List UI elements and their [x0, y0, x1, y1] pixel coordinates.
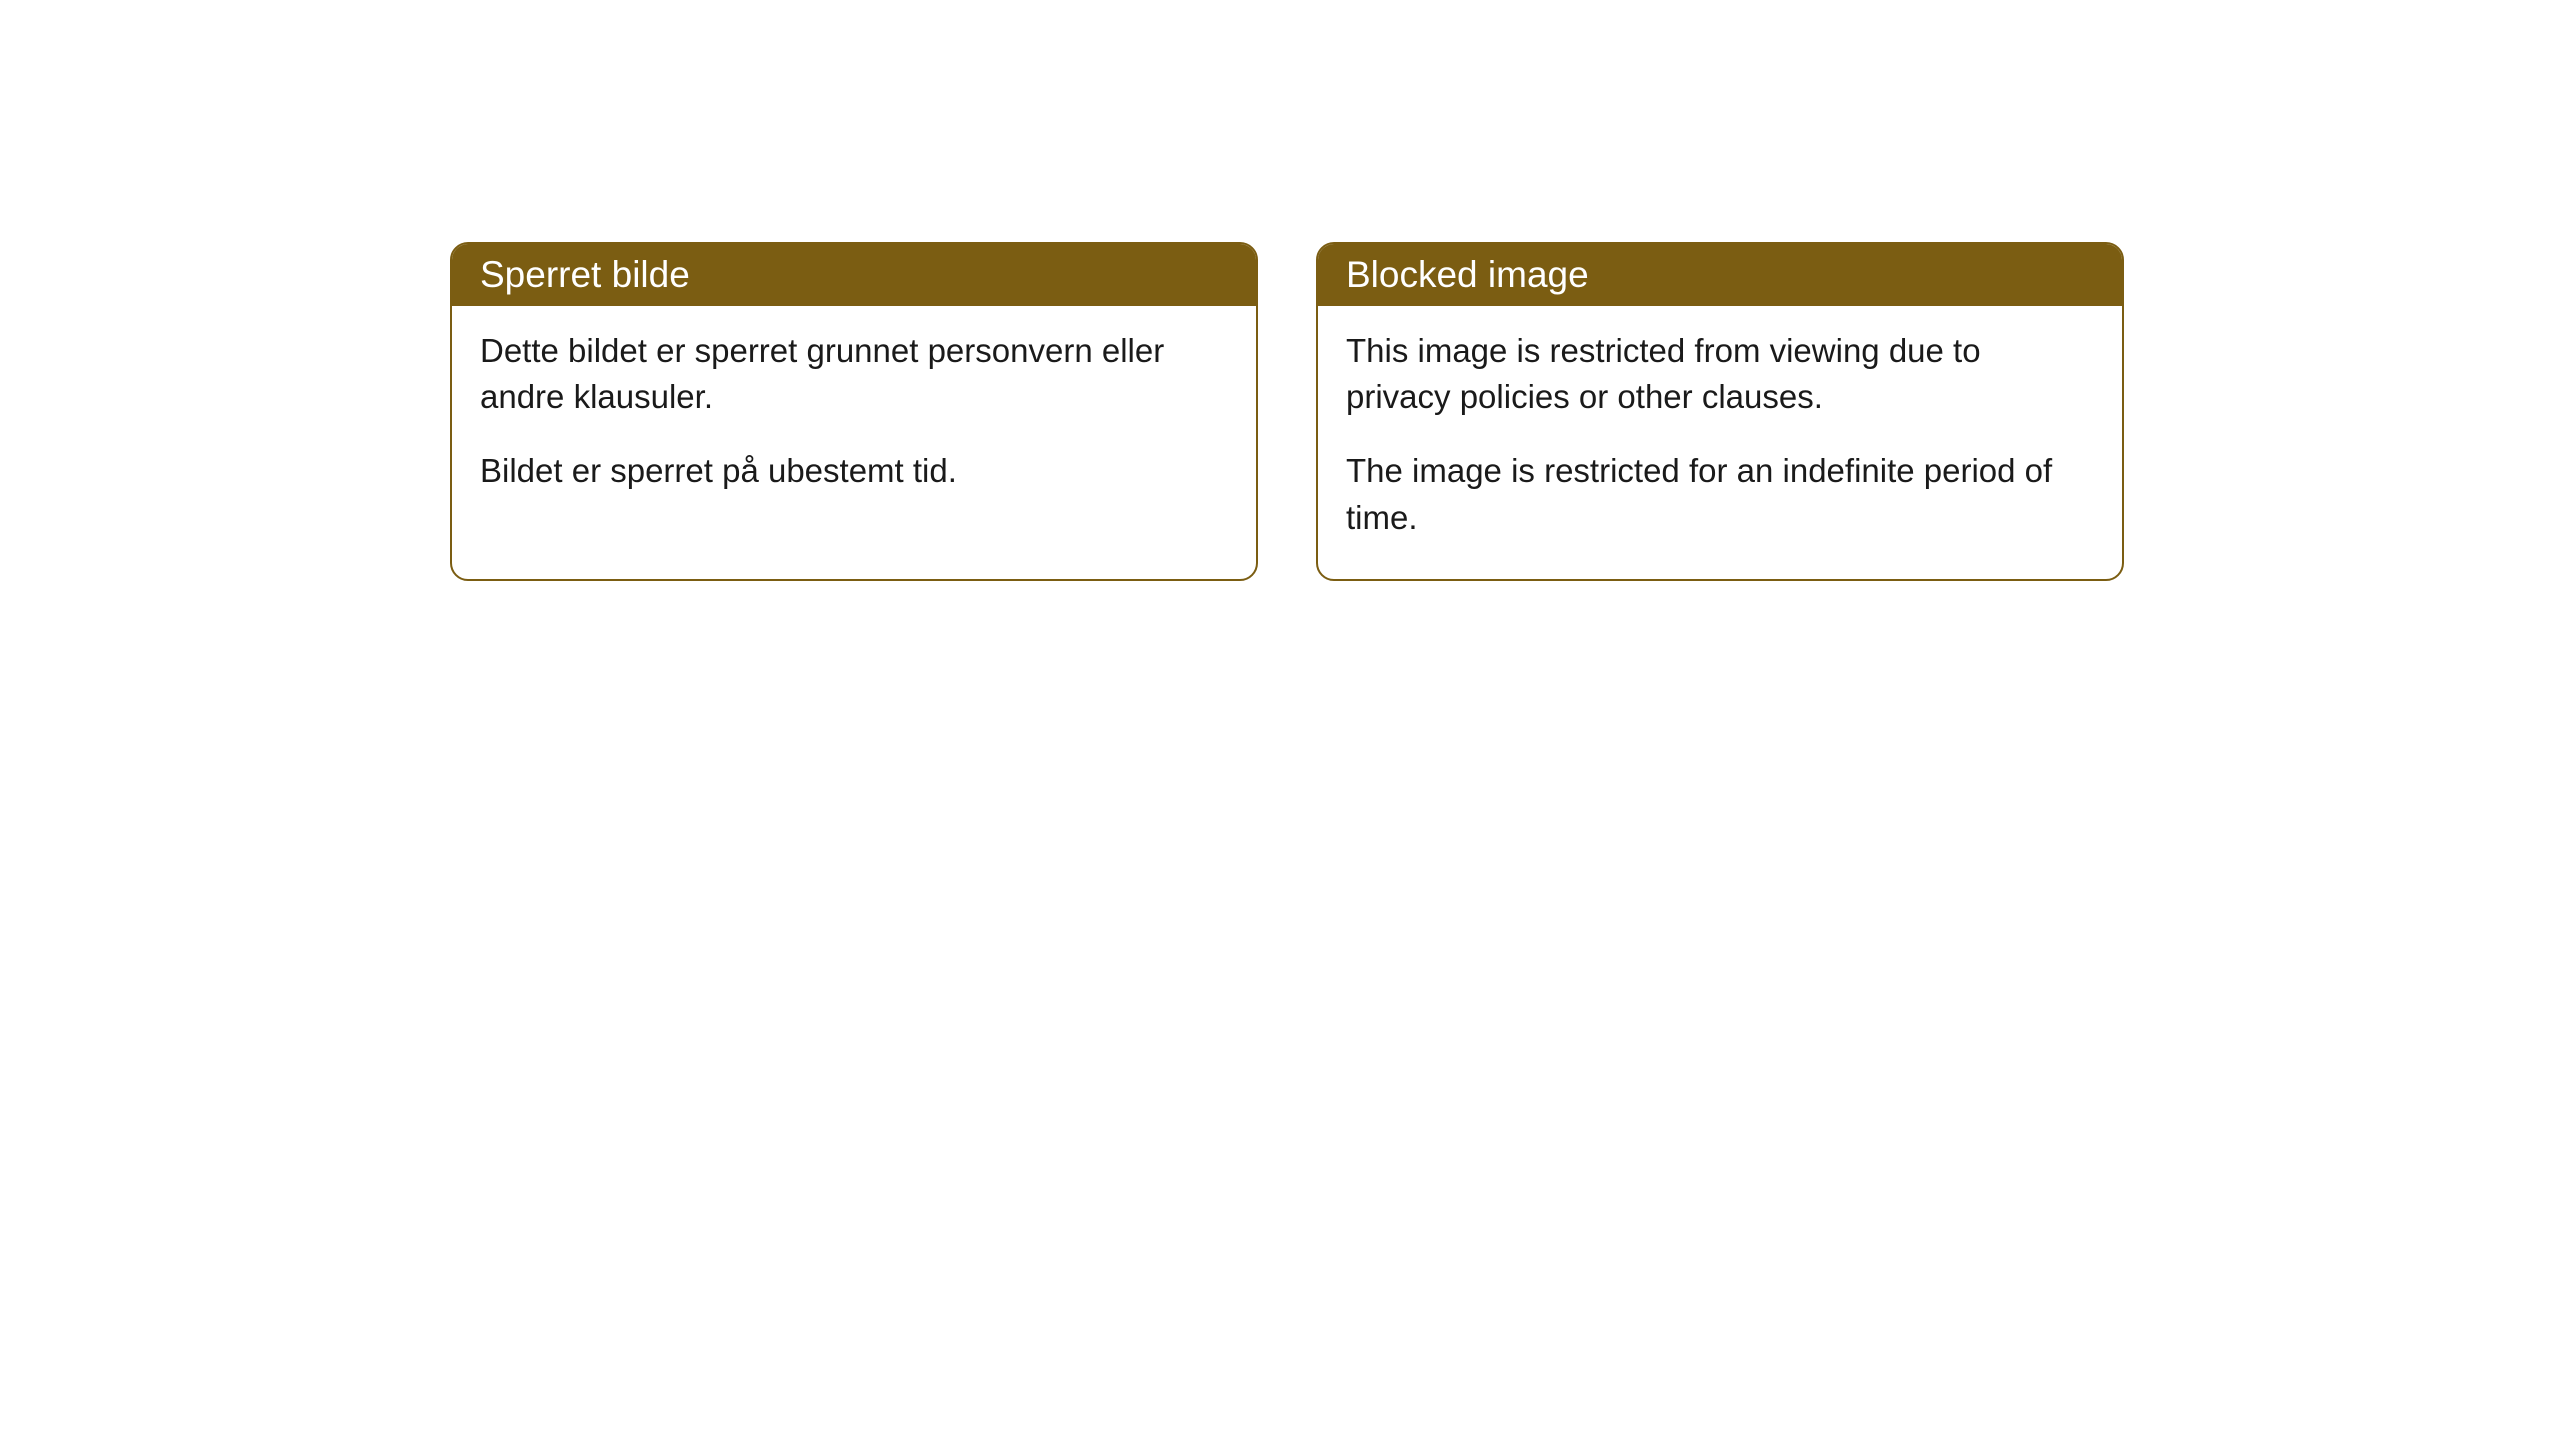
notice-body: Dette bildet er sperret grunnet personve… — [452, 306, 1256, 533]
notice-card-norwegian: Sperret bilde Dette bildet er sperret gr… — [450, 242, 1258, 581]
notice-header: Blocked image — [1318, 244, 2122, 306]
notice-paragraph: Dette bildet er sperret grunnet personve… — [480, 328, 1228, 420]
notice-card-english: Blocked image This image is restricted f… — [1316, 242, 2124, 581]
notice-paragraph: This image is restricted from viewing du… — [1346, 328, 2094, 420]
notice-header: Sperret bilde — [452, 244, 1256, 306]
notice-paragraph: Bildet er sperret på ubestemt tid. — [480, 448, 1228, 494]
notice-paragraph: The image is restricted for an indefinit… — [1346, 448, 2094, 540]
notice-container: Sperret bilde Dette bildet er sperret gr… — [450, 242, 2124, 581]
notice-body: This image is restricted from viewing du… — [1318, 306, 2122, 579]
